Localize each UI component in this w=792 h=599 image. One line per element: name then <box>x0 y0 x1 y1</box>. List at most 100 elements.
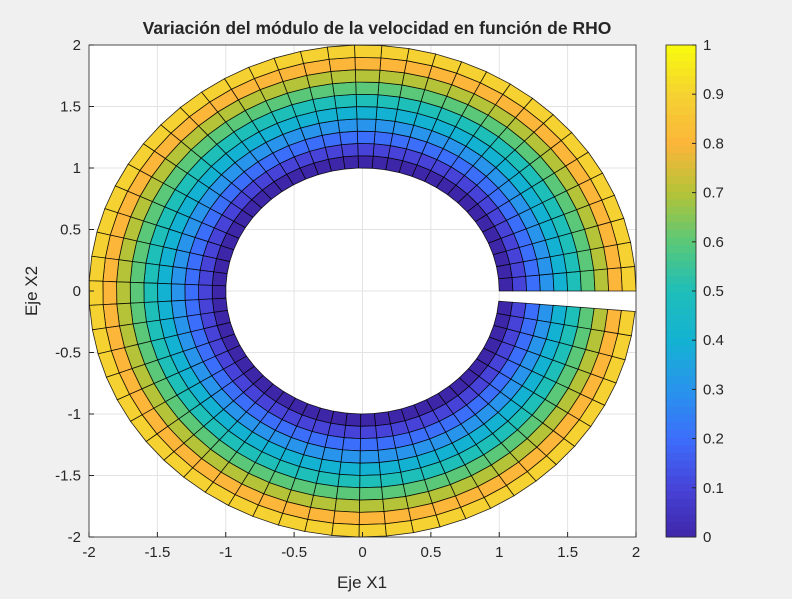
surface-facet <box>337 118 358 133</box>
colorbar-segment <box>666 152 696 161</box>
colorbar-segment <box>666 206 696 215</box>
surface-facet <box>89 304 107 331</box>
surface-facet <box>356 106 378 120</box>
colorbar-tick-label: 0.1 <box>703 480 724 497</box>
surface-facet <box>198 298 215 315</box>
x-tick-label: 0.5 <box>420 544 441 561</box>
surface-facet <box>335 106 358 121</box>
surface-facet <box>116 259 133 283</box>
colorbar-segment <box>666 390 696 400</box>
surface-facet <box>355 81 380 96</box>
surface-facet <box>340 449 361 464</box>
surface-facet <box>538 273 555 292</box>
colorbar-segment <box>666 429 696 438</box>
colorbar-segment <box>666 321 696 330</box>
colorbar-segment <box>666 137 696 146</box>
surface-facet <box>359 474 383 489</box>
surface-facet <box>184 283 200 301</box>
colorbar-segment <box>666 252 696 261</box>
surface-facet <box>354 44 383 59</box>
surface-facet <box>372 143 391 159</box>
surface-facet <box>198 284 213 301</box>
surface-facet <box>496 300 513 317</box>
surface-facet <box>354 56 382 71</box>
colorbar-segment <box>666 121 696 131</box>
colorbar-tick-label: 0.8 <box>703 135 724 152</box>
colorbar-segment <box>666 437 696 446</box>
y-tick-label: -1.5 <box>55 468 81 485</box>
surface-facet <box>357 155 374 169</box>
y-axis: -2 -1.5 -1 -0.5 0 0.5 1 1.5 2 <box>55 37 94 546</box>
surface-facet <box>332 81 357 97</box>
colorbar-segment <box>666 421 696 430</box>
surface-facet <box>333 93 357 109</box>
colorbar-segment <box>666 498 696 507</box>
colorbar-segment <box>666 529 696 538</box>
surface-facet <box>157 282 172 303</box>
x-axis-label: Eje X1 <box>337 573 387 592</box>
colorbar-segment <box>666 267 696 277</box>
surface-facet <box>88 280 104 306</box>
surface-facet <box>360 425 378 440</box>
surface-facet <box>617 309 636 337</box>
colorbar-tick-label: 0.2 <box>703 431 724 448</box>
colorbar-segment <box>666 191 696 200</box>
x-axis: -2 -1.5 -1 -0.5 0 0.5 1 1.5 2 <box>82 532 640 561</box>
colorbar-segment <box>666 490 696 500</box>
colorbar-segment <box>666 129 696 138</box>
surface-facet <box>211 284 227 300</box>
colorbar-segment <box>666 306 696 315</box>
colorbar-segment <box>666 221 696 230</box>
colorbar-segment <box>666 360 696 369</box>
colorbar-segment <box>666 467 696 476</box>
surface-facet <box>170 299 188 319</box>
chart-title: Variación del módulo de la velocidad en … <box>143 18 612 38</box>
colorbar-segment <box>666 337 696 346</box>
surface-facet <box>343 425 362 440</box>
colorbar-segment <box>666 52 696 61</box>
y-tick-label: 1.5 <box>60 99 81 116</box>
x-tick-label: 2 <box>632 544 640 561</box>
surface-facet <box>345 412 362 427</box>
surface-facet <box>339 130 359 146</box>
x-tick-label: -0.5 <box>281 544 307 561</box>
colorbar-segment <box>666 160 696 169</box>
colorbar-segment <box>666 475 696 484</box>
colorbar-segment <box>666 383 696 392</box>
surface-facet <box>380 45 410 62</box>
surface-facet <box>525 274 541 292</box>
surface-facet <box>334 498 361 513</box>
surface-facet <box>339 461 361 476</box>
surface-facet <box>342 155 359 170</box>
surface-facet <box>354 69 381 83</box>
colorbar-tick-label: 0.9 <box>703 86 724 103</box>
surface-facet <box>157 300 174 321</box>
surface-facet <box>342 437 361 452</box>
y-tick-label: 0 <box>73 283 81 300</box>
surface-facet <box>170 283 186 302</box>
colorbar-segment <box>666 314 696 323</box>
x-tick-label: -1.5 <box>144 544 170 561</box>
surface-facet <box>326 44 356 60</box>
colorbar-segment <box>666 406 696 415</box>
colorbar-segment <box>666 329 696 338</box>
surface-facet <box>116 281 131 305</box>
surface-facet <box>359 449 380 464</box>
surface-facet <box>88 255 106 282</box>
colorbar-segment <box>666 75 696 84</box>
y-tick-label: -2 <box>68 529 81 546</box>
colorbar-segment <box>666 260 696 269</box>
colorbar-segment <box>666 506 696 515</box>
colorbar-segment <box>666 344 696 353</box>
y-axis-label: Eje X2 <box>22 266 41 316</box>
surface-facet <box>184 267 201 286</box>
colorbar-segment <box>666 183 696 192</box>
colorbar-segment <box>666 98 696 107</box>
colorbar-tick-label: 1 <box>703 37 711 54</box>
colorbar-segment <box>666 214 696 223</box>
surface-facet <box>184 299 201 317</box>
surface-facet <box>373 131 394 146</box>
surface-facet <box>335 486 361 501</box>
colorbar-segment <box>666 291 696 300</box>
